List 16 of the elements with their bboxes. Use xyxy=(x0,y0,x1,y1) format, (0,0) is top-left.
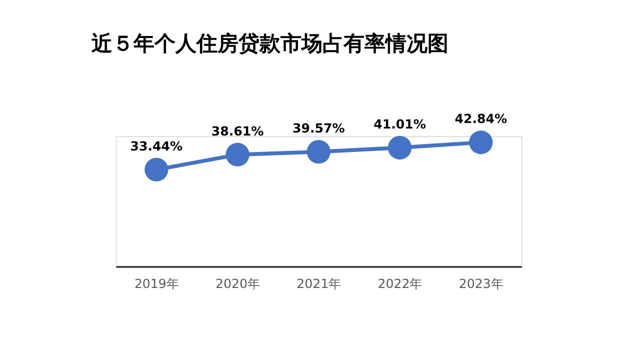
data-label: 41.01% xyxy=(374,116,426,132)
x-tick-label: 2020年 xyxy=(216,276,260,292)
x-tick-label: 2021年 xyxy=(296,276,342,292)
point xyxy=(306,140,330,164)
x-tick-label: 2019年 xyxy=(134,276,180,292)
data-label: 38.61% xyxy=(211,123,264,138)
point xyxy=(144,158,168,182)
chart-title: 近５年个人住房贷款市场占有率情况图 xyxy=(90,32,449,57)
x-tick-label: 2022年 xyxy=(378,276,423,292)
x-tick-label: 2023年 xyxy=(458,276,504,292)
point xyxy=(388,136,412,160)
data-label: 39.57% xyxy=(292,120,346,136)
data-label: 42.84% xyxy=(454,111,508,126)
point xyxy=(226,142,250,166)
data-label: 33.44% xyxy=(130,138,183,154)
point xyxy=(469,130,493,154)
